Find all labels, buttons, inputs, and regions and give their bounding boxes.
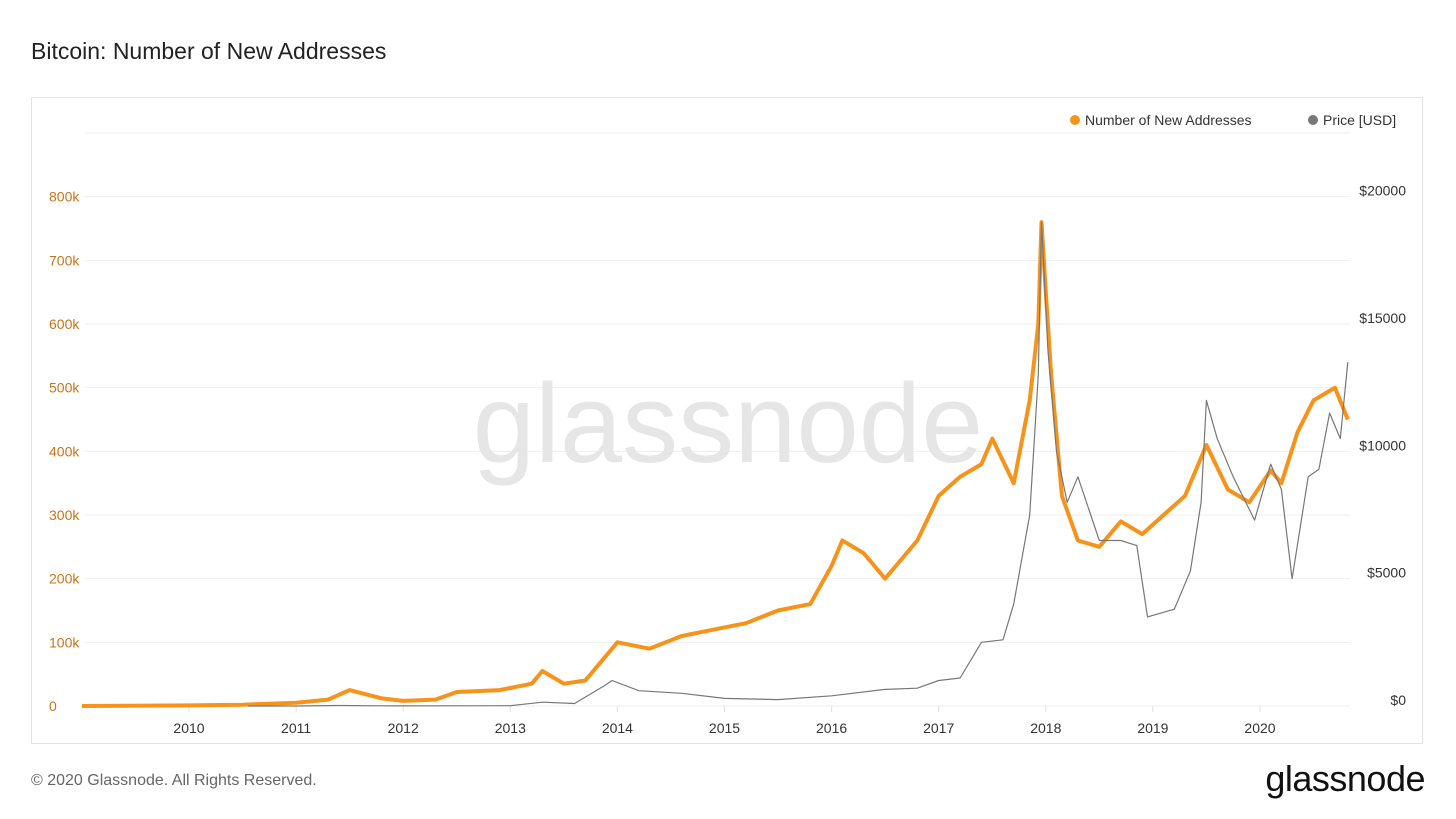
legend-marker (1070, 115, 1080, 125)
y-left-tick-label: 500k (49, 380, 80, 396)
page-title: Bitcoin: Number of New Addresses (31, 38, 387, 64)
y-left-tick-label: 400k (49, 443, 80, 459)
x-tick-label: 2018 (1030, 720, 1061, 736)
x-tick-label: 2011 (281, 720, 311, 736)
legend-marker (1308, 115, 1318, 125)
y-right-tick-label: $5000 (1367, 565, 1406, 581)
y-left-tick-label: 700k (49, 252, 80, 268)
x-tick-label: 2019 (1137, 720, 1168, 736)
copyright-footer: © 2020 Glassnode. All Rights Reserved. (31, 772, 317, 789)
y-left-tick-label: 0 (49, 698, 57, 714)
x-tick-label: 2020 (1244, 720, 1275, 736)
x-tick-label: 2015 (709, 720, 740, 736)
y-left-tick-label: 300k (49, 507, 80, 523)
y-right-tick-label: $0 (1390, 692, 1406, 708)
legend-label: Price [USD] (1323, 112, 1396, 128)
legend-label: Number of New Addresses (1085, 112, 1252, 128)
x-tick-label: 2013 (495, 720, 526, 736)
y-right-tick-label: $10000 (1359, 437, 1406, 453)
x-tick-label: 2016 (816, 720, 847, 736)
y-right-tick-label: $15000 (1359, 310, 1406, 326)
watermark: glassnode (473, 361, 984, 486)
x-tick-label: 2012 (388, 720, 419, 736)
y-left-tick-label: 600k (49, 316, 80, 332)
y-left-tick-label: 200k (49, 571, 80, 587)
y-left-tick-label: 800k (49, 189, 80, 205)
glassnode-logo: glassnode (1265, 758, 1425, 799)
y-left-tick-label: 100k (49, 634, 80, 650)
x-tick-label: 2017 (923, 720, 954, 736)
y-right-tick-label: $20000 (1359, 183, 1406, 199)
x-tick-label: 2014 (602, 720, 633, 736)
x-tick-label: 2010 (173, 720, 204, 736)
series-line-price (247, 221, 1349, 707)
series-line-new-addresses (81, 220, 1350, 708)
chart-frame (31, 97, 1423, 744)
